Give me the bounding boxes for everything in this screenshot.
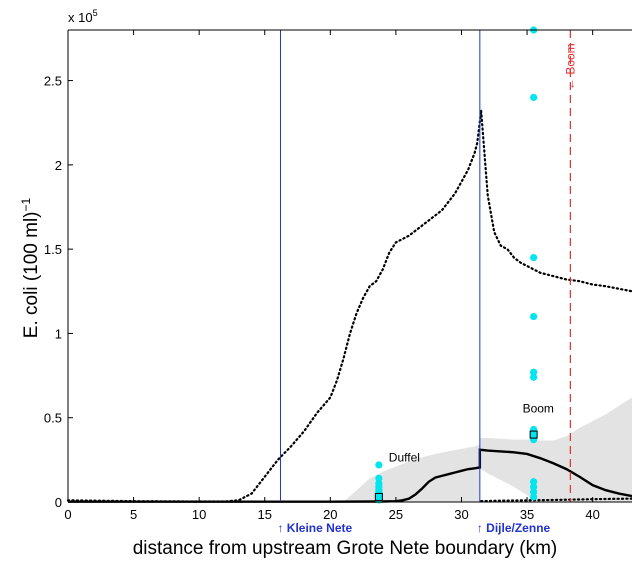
observation-point-11 — [530, 253, 538, 262]
observation-mean-1 — [529, 430, 538, 439]
y-axis-label-main: E. coli (100 ml) — [21, 211, 42, 338]
x-tick-label-7: 35 — [520, 507, 534, 522]
series-line-2 — [480, 497, 632, 503]
series-line-0 — [66, 109, 483, 503]
vertical-line-label-1: ↑ Dijle/Zenne — [477, 521, 551, 535]
series-line-1 — [480, 109, 632, 293]
x-tick-label-0: 0 — [64, 507, 71, 522]
series-layer — [66, 109, 632, 503]
observation-point-14 — [530, 373, 538, 381]
observation-point-13 — [530, 368, 538, 376]
observations-layer — [374, 26, 538, 504]
x-tick-label-5: 25 — [389, 507, 403, 522]
observation-point-18 — [530, 436, 538, 444]
y-multiplier-base: x 10 — [68, 10, 93, 25]
vertical-line-label-0: ↑ Kleine Nete — [277, 521, 352, 535]
x-tick-label-4: 20 — [323, 507, 337, 522]
observation-point-19 — [530, 478, 538, 486]
annotations-layer: ↑ Kleine Nete ↑ Dijle/Zenne ← Boom Duffel Bo… — [277, 43, 577, 535]
x-tick-label-1: 5 — [130, 507, 137, 522]
x-tick-label-8: 40 — [585, 507, 599, 522]
observation-point-21 — [530, 488, 538, 496]
observation-point-12 — [530, 312, 538, 321]
observation-point-10 — [530, 93, 538, 102]
observation-mean-0 — [374, 492, 383, 501]
vertical-line-label-2: ← Boom — [563, 43, 577, 90]
observation-point-22 — [530, 493, 538, 501]
y-tick-label-0: 0 — [55, 495, 62, 510]
y-tick-label-3: 1.5 — [44, 242, 62, 257]
series-line-3 — [68, 448, 632, 503]
annotation-duffel: Duffel — [389, 451, 420, 465]
observation-point-0 — [375, 461, 383, 469]
y-multiplier: x 105 — [68, 8, 98, 25]
axes-layer — [67, 29, 632, 503]
y-tick-label-1: 0.5 — [44, 411, 62, 426]
x-tick-label-6: 30 — [454, 507, 468, 522]
y-multiplier-exponent: 5 — [93, 8, 98, 18]
x-tick-label-3: 15 — [258, 507, 272, 522]
y-tick-label-5: 2.5 — [44, 74, 62, 89]
annotation-boom: Boom — [523, 402, 554, 416]
y-axis-label-exponent: −1 — [19, 197, 33, 211]
y-axis-label: E. coli (100 ml)−1 — [19, 197, 42, 338]
x-tick-label-2: 10 — [192, 507, 206, 522]
x-axis-label: distance from upstream Grote Nete bounda… — [133, 538, 558, 559]
y-tick-label-2: 1 — [55, 326, 62, 341]
observation-point-20 — [530, 483, 538, 491]
vertical-lines-layer — [279, 30, 571, 502]
observation-point-1 — [375, 474, 383, 482]
ticks-layer: 0 5 10 15 20 25 30 35 40 0 0.5 1 1.5 2 2.5 — [44, 30, 600, 522]
y-tick-label-4: 2 — [55, 158, 62, 173]
